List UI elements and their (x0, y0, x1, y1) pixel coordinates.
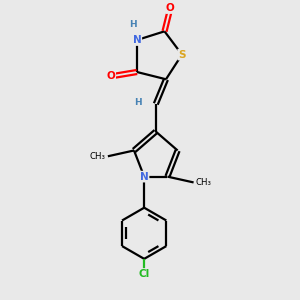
Text: CH₃: CH₃ (196, 178, 212, 187)
Text: H: H (135, 98, 142, 107)
Text: N: N (133, 35, 141, 45)
Text: CH₃: CH₃ (89, 152, 106, 161)
Text: S: S (178, 50, 186, 60)
Text: O: O (106, 71, 115, 81)
Text: O: O (166, 3, 175, 13)
Text: H: H (130, 20, 137, 29)
Text: N: N (140, 172, 148, 182)
Text: Cl: Cl (139, 269, 150, 279)
